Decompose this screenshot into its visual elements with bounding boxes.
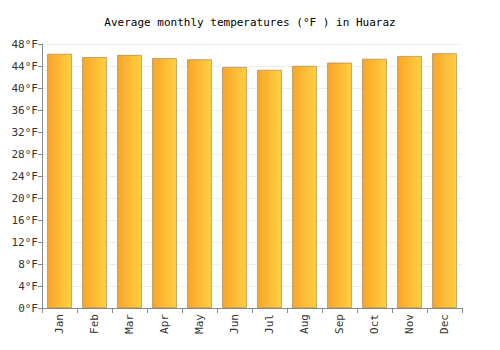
svg-text:Jan: Jan: [53, 314, 66, 334]
svg-text:8°F: 8°F: [18, 258, 38, 271]
svg-text:0°F: 0°F: [18, 302, 38, 315]
svg-text:Mar: Mar: [123, 314, 136, 334]
svg-text:Aug: Aug: [298, 314, 311, 334]
svg-text:48°F: 48°F: [12, 38, 39, 51]
svg-text:Jun: Jun: [228, 314, 241, 334]
svg-text:28°F: 28°F: [12, 148, 39, 161]
svg-text:24°F: 24°F: [12, 170, 39, 183]
svg-text:44°F: 44°F: [12, 60, 39, 73]
svg-text:32°F: 32°F: [12, 126, 39, 139]
svg-text:40°F: 40°F: [12, 82, 39, 95]
svg-text:16°F: 16°F: [12, 214, 39, 227]
svg-text:Oct: Oct: [368, 314, 381, 334]
svg-text:Dec: Dec: [438, 314, 451, 334]
svg-text:20°F: 20°F: [12, 192, 39, 205]
svg-text:Nov: Nov: [403, 314, 416, 334]
svg-text:36°F: 36°F: [12, 104, 39, 117]
svg-text:Sep: Sep: [333, 314, 346, 334]
svg-text:May: May: [193, 314, 206, 334]
svg-text:12°F: 12°F: [12, 236, 39, 249]
svg-text:Feb: Feb: [88, 314, 101, 334]
svg-text:Average monthly temperatures (: Average monthly temperatures (°F ) in Hu…: [104, 16, 395, 29]
svg-text:4°F: 4°F: [18, 280, 38, 293]
svg-text:Apr: Apr: [158, 314, 171, 334]
svg-text:Jul: Jul: [263, 314, 276, 334]
